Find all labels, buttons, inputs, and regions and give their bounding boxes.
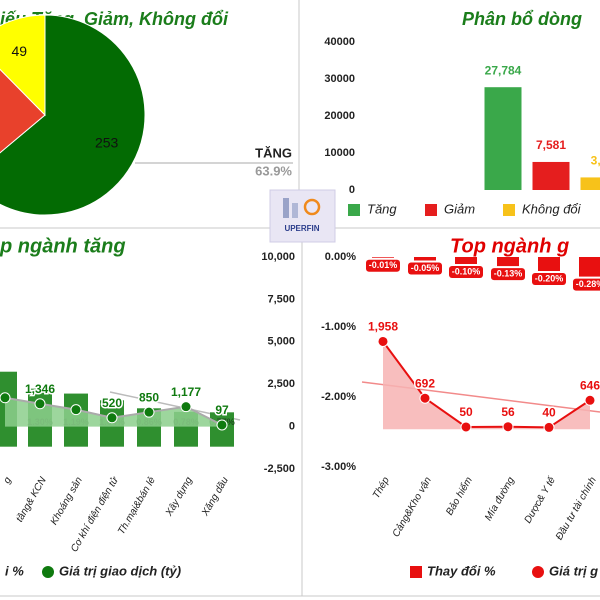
point bbox=[460, 421, 472, 433]
point bbox=[216, 419, 228, 431]
point bbox=[543, 421, 555, 433]
bar bbox=[414, 257, 436, 261]
legend-label: i % bbox=[5, 563, 24, 578]
y-tick-label: -1.00% bbox=[321, 321, 356, 333]
value-label: -0.20% bbox=[535, 273, 564, 283]
value-label: 40 bbox=[542, 406, 556, 420]
y-tick-label: 10000 bbox=[324, 147, 355, 159]
point bbox=[377, 335, 389, 347]
logo-icon bbox=[292, 203, 298, 218]
point bbox=[0, 392, 11, 404]
value-label: 27,784 bbox=[485, 63, 522, 77]
y-tick-label: 40000 bbox=[324, 36, 355, 48]
x-tick-label: g bbox=[2, 475, 15, 486]
value-label: -0.10% bbox=[452, 266, 481, 276]
value-label: 692 bbox=[415, 376, 435, 390]
chart-title: p ngành tăng bbox=[0, 235, 126, 257]
y2-tick-label: 2,500 bbox=[267, 378, 295, 390]
logo-box bbox=[269, 189, 336, 243]
bar bbox=[497, 257, 519, 267]
value-label: 3,4 bbox=[591, 154, 600, 168]
line bbox=[382, 340, 591, 429]
legend-marker bbox=[503, 204, 515, 216]
point bbox=[143, 406, 155, 418]
logo-icon bbox=[303, 198, 321, 216]
legend-marker bbox=[348, 204, 360, 216]
point bbox=[502, 421, 514, 433]
y2-tick-label: 10,000 bbox=[261, 251, 295, 263]
y2-tick-label: 5,000 bbox=[267, 336, 295, 348]
point bbox=[34, 398, 46, 410]
value-label: 1,346 bbox=[25, 382, 55, 396]
value-label: -0.05% bbox=[411, 263, 440, 273]
value-label-bg bbox=[408, 262, 442, 275]
value-label: 253 bbox=[95, 134, 119, 150]
legend-label: Giảm bbox=[444, 201, 475, 216]
value-label-bg bbox=[449, 266, 483, 278]
annotation: 63.9% bbox=[255, 163, 292, 178]
pie-slice bbox=[0, 14, 146, 216]
value-label-bg bbox=[573, 278, 600, 291]
legend-marker bbox=[410, 566, 422, 578]
bar bbox=[538, 257, 560, 271]
y-tick-label: -3.00% bbox=[321, 461, 356, 473]
point bbox=[70, 404, 82, 416]
point bbox=[419, 392, 431, 404]
y-tick-label: -2.00% bbox=[321, 391, 356, 403]
value-label: -0.28% bbox=[576, 279, 600, 289]
point bbox=[584, 394, 596, 406]
point bbox=[180, 401, 192, 413]
annotation: TĂNG bbox=[255, 145, 292, 160]
y2-tick-label: -2,500 bbox=[264, 463, 295, 475]
point bbox=[106, 412, 118, 424]
bar bbox=[455, 257, 477, 264]
y-tick-label: 0.00% bbox=[325, 251, 356, 263]
bar bbox=[372, 257, 394, 258]
area bbox=[383, 341, 590, 430]
legend-label: Tăng bbox=[367, 201, 397, 216]
value-label: 850 bbox=[139, 390, 159, 404]
bar bbox=[580, 177, 600, 190]
legend-label: Thay đổi % bbox=[427, 563, 496, 578]
pie-slice bbox=[0, 14, 46, 117]
value-label: 646 bbox=[580, 378, 600, 392]
value-label: 7,581 bbox=[536, 138, 566, 152]
value-label: -0.01% bbox=[369, 260, 398, 270]
legend-marker bbox=[532, 566, 544, 578]
pie-slice bbox=[0, 68, 46, 154]
value-label: 49 bbox=[11, 43, 27, 59]
logo-text: UPERFIN bbox=[284, 224, 319, 233]
value-label: 97 bbox=[215, 403, 229, 417]
bar bbox=[532, 161, 570, 190]
value-label: -0.13% bbox=[494, 268, 523, 278]
logo-icon bbox=[283, 198, 289, 218]
bar bbox=[484, 87, 522, 190]
area bbox=[5, 397, 222, 427]
y2-tick-label: 0 bbox=[289, 421, 295, 433]
legend-marker bbox=[425, 204, 437, 216]
y-tick-label: 20000 bbox=[324, 110, 355, 122]
legend-label: Giá trị giao dịch (tỷ) bbox=[59, 563, 181, 578]
value-label-bg bbox=[532, 273, 566, 285]
value-label-bg bbox=[366, 259, 400, 272]
value-label: 520 bbox=[102, 396, 122, 410]
value-label: 50 bbox=[459, 405, 473, 419]
y-tick-label: 0 bbox=[349, 184, 355, 196]
y-tick-label: 30000 bbox=[324, 73, 355, 85]
value-label: 1,958 bbox=[368, 320, 398, 334]
value-label-bg bbox=[491, 268, 525, 281]
chart-title: Top ngành g bbox=[450, 235, 569, 257]
value-label: 56 bbox=[501, 405, 515, 419]
value-label: 1,177 bbox=[171, 385, 201, 399]
legend-label: Giá trị g bbox=[549, 563, 598, 578]
bar bbox=[579, 257, 600, 277]
y2-tick-label: 7,500 bbox=[267, 293, 295, 305]
legend-marker bbox=[42, 566, 54, 578]
legend-label: Không đổi bbox=[522, 201, 582, 216]
chart-title: Phân bổ dòng bbox=[462, 9, 582, 29]
